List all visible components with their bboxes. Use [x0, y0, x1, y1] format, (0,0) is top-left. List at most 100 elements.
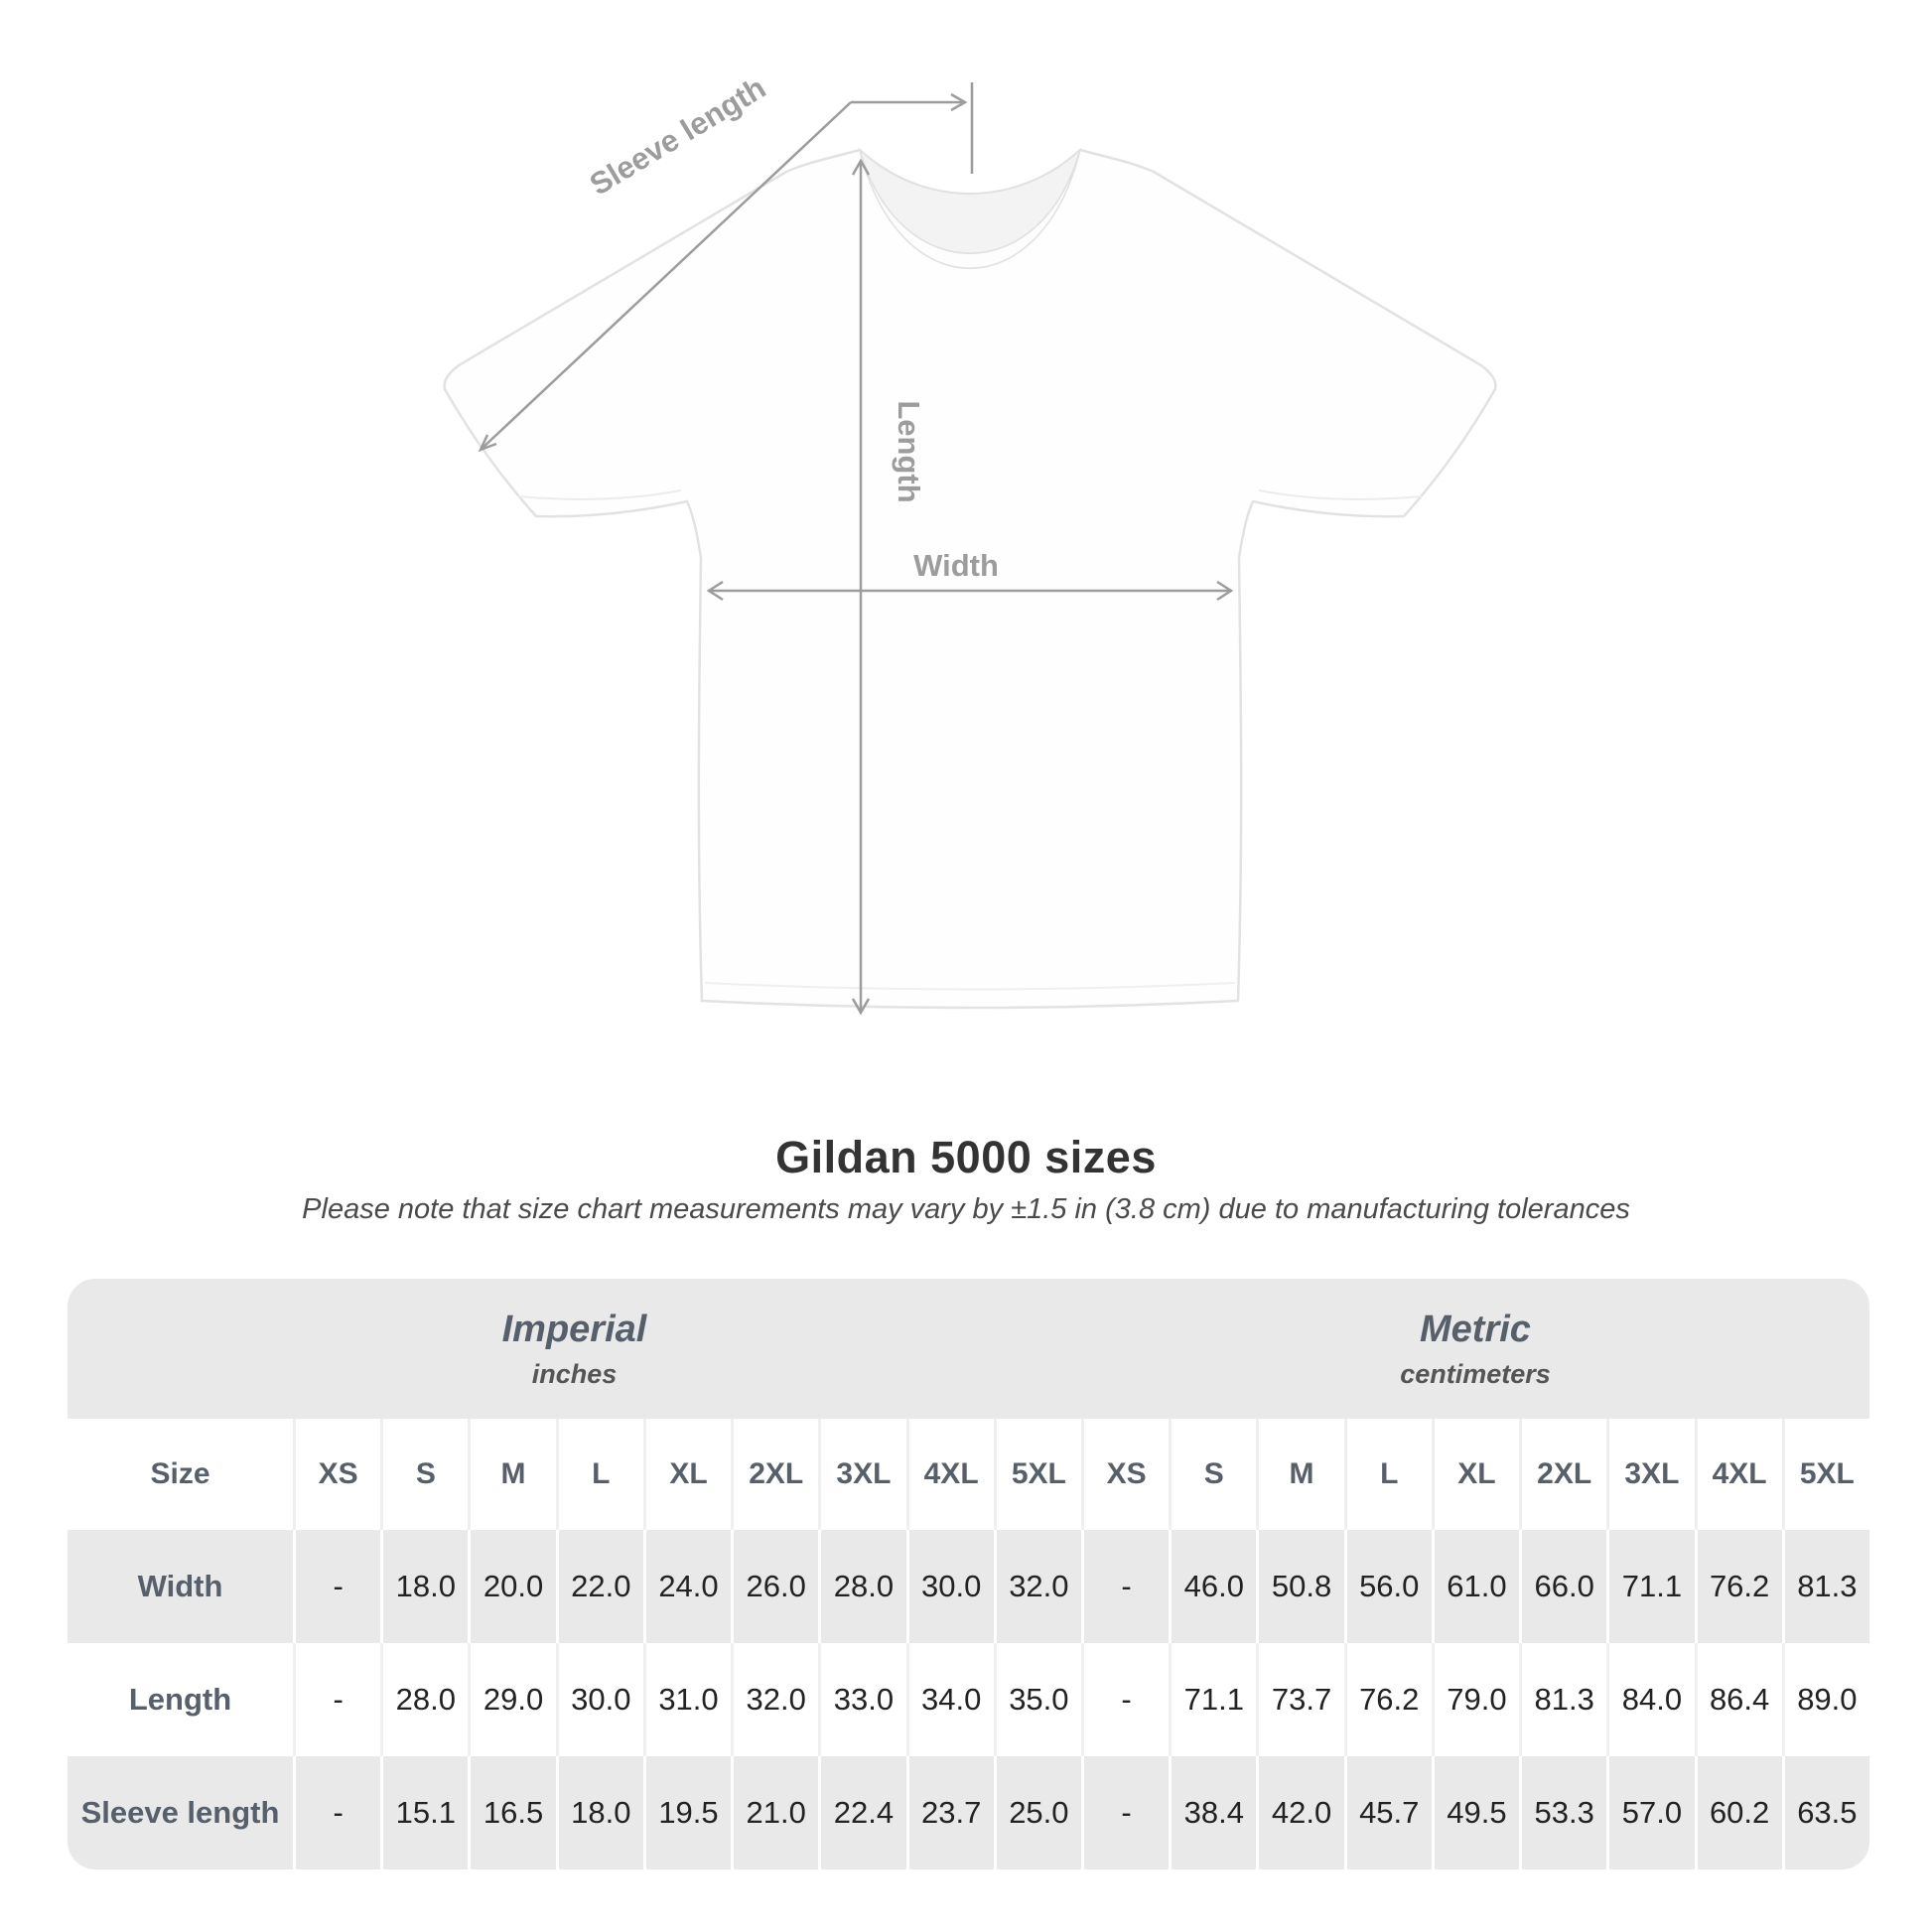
size-col-header: XL	[642, 1419, 732, 1530]
length-label: Length	[892, 400, 926, 502]
size-col-header: L	[555, 1419, 643, 1530]
value-cell: 32.0	[993, 1530, 1081, 1643]
value-cell: 61.0	[1431, 1530, 1520, 1643]
value-cell: 42.0	[1256, 1756, 1344, 1869]
value-cell: 50.8	[1256, 1530, 1344, 1643]
arrowhead-icon	[478, 434, 497, 453]
value-cell: 23.7	[905, 1756, 994, 1869]
value-cell: -	[1080, 1530, 1170, 1643]
value-cell: 32.0	[731, 1643, 819, 1756]
value-cell: 45.7	[1343, 1756, 1432, 1869]
size-table-grid: Imperial inches Metric centimeters Size …	[68, 1279, 1869, 1869]
size-col-header: S	[380, 1419, 469, 1530]
size-col-header: 4XL	[1694, 1419, 1782, 1530]
value-cell: 15.1	[380, 1756, 469, 1869]
table-row-sleeve-length: Sleeve length -15.1 16.5 18.0 19.5 21.0 22.4 23…	[68, 1756, 1869, 1869]
row-label-cell: Width	[68, 1530, 293, 1643]
value-cell: 18.0	[555, 1756, 643, 1869]
size-col-header: 4XL	[905, 1419, 994, 1530]
sleeve-length-arrow	[478, 82, 974, 453]
table-row-length: Length -28.0 29.0 30.0 31.0 32.0 33.0 34.0 35.0-…	[68, 1643, 1869, 1756]
size-col-header: M	[468, 1419, 556, 1530]
value-cell: 84.0	[1606, 1643, 1695, 1756]
size-col-header: XL	[1431, 1419, 1520, 1530]
collar-band	[859, 149, 1081, 269]
value-cell: -	[1080, 1756, 1170, 1869]
tshirt-body	[443, 148, 1497, 1010]
size-col-header: 2XL	[1519, 1419, 1607, 1530]
value-cell: 46.0	[1169, 1530, 1257, 1643]
width-label: Width	[913, 548, 999, 583]
value-cell: -	[1080, 1643, 1170, 1756]
value-cell: 57.0	[1606, 1756, 1695, 1869]
value-cell: -	[293, 1756, 381, 1869]
value-cell: 49.5	[1431, 1756, 1520, 1869]
value-cell: 89.0	[1781, 1643, 1869, 1756]
value-cell: 30.0	[905, 1530, 994, 1643]
value-cell: 60.2	[1694, 1756, 1782, 1869]
imperial-header-cell: Imperial inches	[68, 1279, 1081, 1419]
value-cell: 35.0	[993, 1643, 1081, 1756]
arrowhead-icon	[851, 158, 871, 176]
size-header-row: Size XS S M L XL 2XL 3XL 4XL 5XL XS S M L XL 2XL 3XL 4XL…	[68, 1419, 1869, 1530]
size-col-header: 3XL	[818, 1419, 906, 1530]
bottom-hem-seam	[704, 982, 1236, 991]
value-cell: 21.0	[731, 1756, 819, 1869]
value-cell: 25.0	[993, 1756, 1081, 1869]
value-cell: -	[293, 1643, 381, 1756]
row-label-cell: Sleeve length	[68, 1756, 293, 1869]
metric-label: Metric	[1420, 1308, 1531, 1350]
value-cell: 16.5	[468, 1756, 556, 1869]
unit-header-row: Imperial inches Metric centimeters	[68, 1279, 1869, 1419]
value-cell: 71.1	[1169, 1643, 1257, 1756]
value-cell: 76.2	[1694, 1530, 1782, 1643]
value-cell: 33.0	[818, 1643, 906, 1756]
right-sleeve-seam	[1258, 489, 1423, 500]
value-cell: 24.0	[642, 1530, 732, 1643]
value-cell: 31.0	[642, 1643, 732, 1756]
value-cell: 22.4	[818, 1756, 906, 1869]
size-col-header: XS	[1080, 1419, 1170, 1530]
size-col-header: XS	[293, 1419, 381, 1530]
size-table-body: Width -18.0 20.0 22.0 24.0 26.0 28.0 30.0 32.0-4…	[68, 1530, 1869, 1869]
size-col-header: 2XL	[731, 1419, 819, 1530]
measurement-arrows	[478, 82, 1234, 1016]
value-cell: 29.0	[468, 1643, 556, 1756]
value-cell: 30.0	[555, 1643, 643, 1756]
tshirt-illustration	[443, 147, 1497, 1010]
imperial-label: Imperial	[501, 1308, 647, 1350]
arrowhead-icon	[950, 92, 968, 112]
length-arrow	[851, 158, 871, 1016]
value-cell: 28.0	[818, 1530, 906, 1643]
left-sleeve-seam	[517, 489, 682, 500]
value-cell: 38.4	[1169, 1756, 1257, 1869]
value-cell: 63.5	[1781, 1756, 1869, 1869]
sleeve-length-label: Sleeve length	[584, 70, 771, 203]
imperial-unit: inches	[531, 1358, 618, 1389]
value-cell: 18.0	[380, 1530, 469, 1643]
row-label-cell: Length	[68, 1643, 293, 1756]
page-subtitle: Please note that size chart measurements…	[302, 1193, 1630, 1225]
value-cell: -	[293, 1530, 381, 1643]
size-col-header: S	[1169, 1419, 1257, 1530]
size-col-header: M	[1256, 1419, 1344, 1530]
value-cell: 53.3	[1519, 1756, 1607, 1869]
table-row-width: Width -18.0 20.0 22.0 24.0 26.0 28.0 30.0 32.0-4…	[68, 1530, 1869, 1643]
page-title: Gildan 5000 sizes	[775, 1132, 1157, 1182]
size-col-header: 5XL	[993, 1419, 1081, 1530]
value-cell: 34.0	[905, 1643, 994, 1756]
value-cell: 73.7	[1256, 1643, 1344, 1756]
size-col-header: 3XL	[1606, 1419, 1695, 1530]
value-cell: 26.0	[731, 1530, 819, 1643]
size-corner-cell: Size	[68, 1419, 293, 1530]
arrowhead-icon	[706, 580, 724, 602]
size-table: Imperial inches Metric centimeters Size …	[68, 1279, 1869, 1869]
arrowhead-icon	[1216, 580, 1234, 602]
value-cell: 81.3	[1781, 1530, 1869, 1643]
size-col-header: L	[1343, 1419, 1432, 1530]
metric-header-cell: Metric centimeters	[1080, 1279, 1869, 1419]
metric-unit: centimeters	[1400, 1358, 1551, 1389]
value-cell: 19.5	[642, 1756, 732, 1869]
value-cell: 79.0	[1431, 1643, 1520, 1756]
